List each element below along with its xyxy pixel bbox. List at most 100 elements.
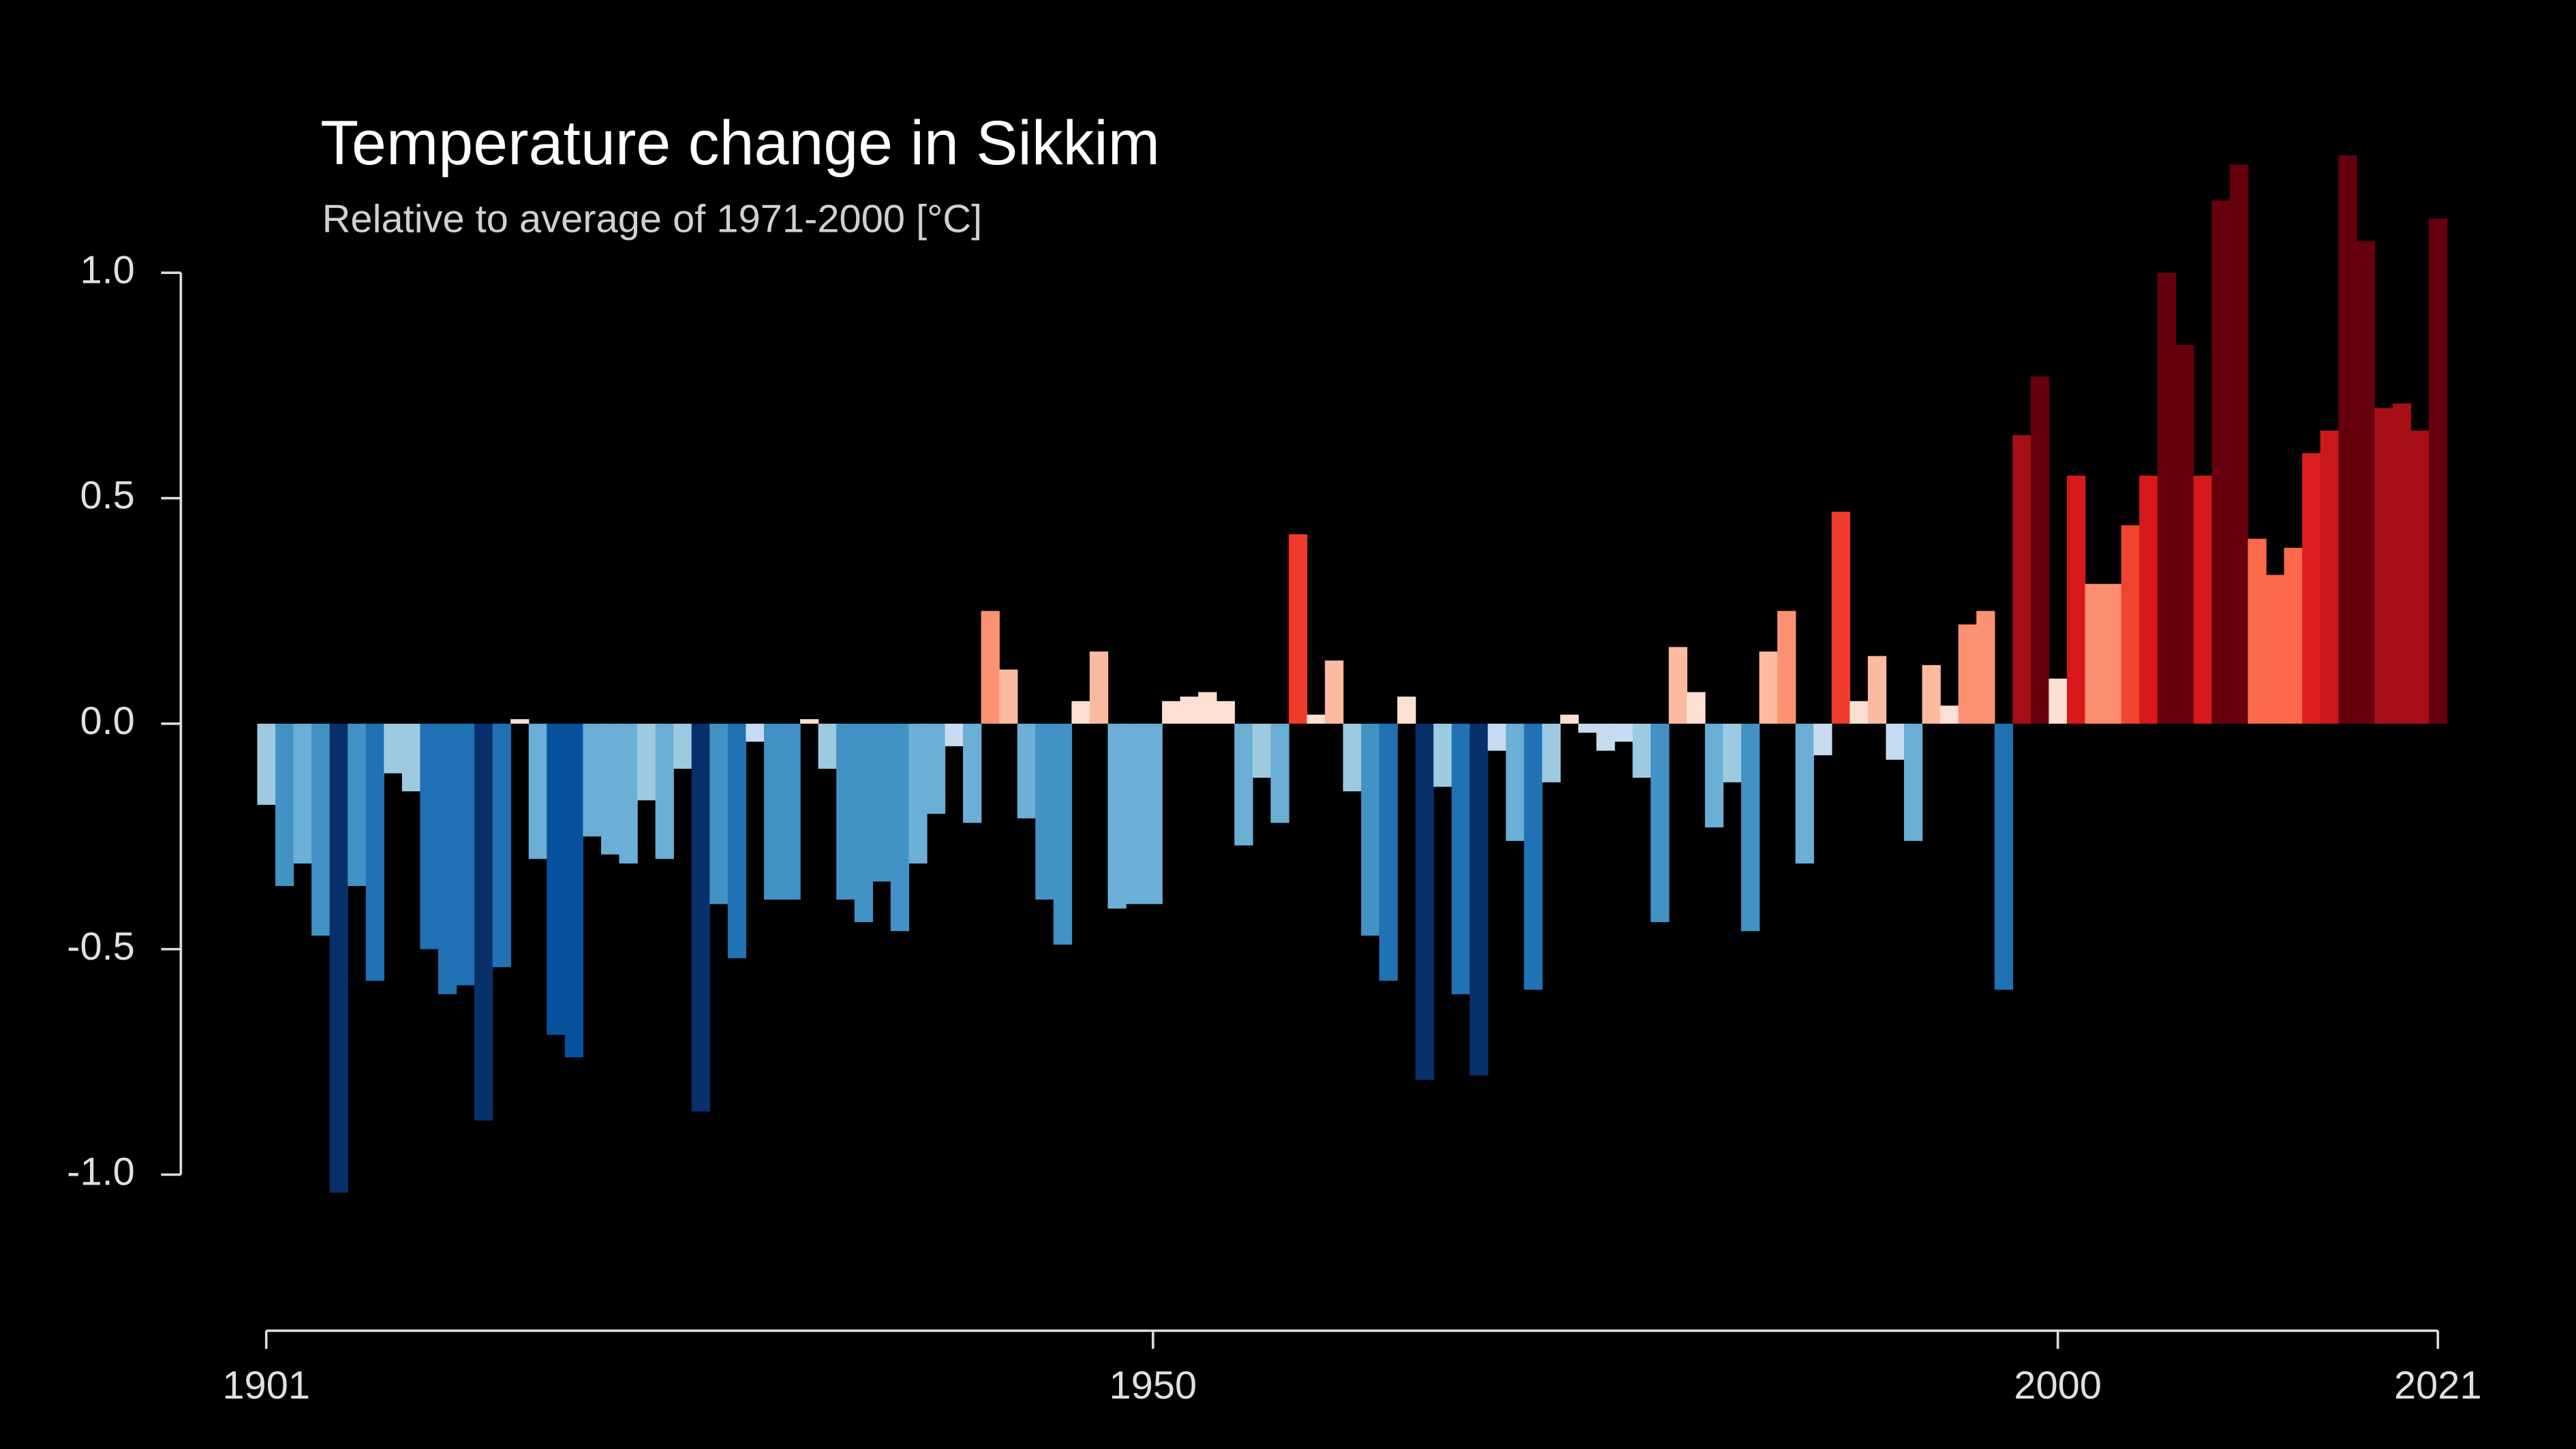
bar <box>1144 723 1163 904</box>
bar <box>1614 723 1634 742</box>
bar <box>1162 701 1181 724</box>
bar <box>1505 723 1525 841</box>
bar <box>420 723 439 949</box>
bar <box>1578 723 1597 733</box>
bar <box>1651 723 1670 922</box>
bar <box>384 723 403 774</box>
bar <box>1452 723 1471 994</box>
bar <box>348 723 367 886</box>
bar <box>1560 714 1579 724</box>
bar <box>1180 697 1199 724</box>
bar <box>1886 723 1905 760</box>
bar <box>1596 723 1615 751</box>
bar <box>1198 692 1217 724</box>
bar <box>1379 723 1398 981</box>
bar <box>2266 575 2285 724</box>
bar <box>1216 701 1236 724</box>
bar <box>293 723 312 864</box>
bar <box>655 723 674 859</box>
y-tick-label: 1.0 <box>80 248 134 292</box>
bar <box>1903 723 1923 841</box>
bar <box>1777 611 1796 724</box>
bar <box>275 723 294 886</box>
bar <box>1542 723 1561 782</box>
bar <box>2284 547 2303 724</box>
bar <box>963 723 982 823</box>
bar <box>709 723 729 904</box>
bar <box>510 719 530 724</box>
bar <box>1759 651 1778 724</box>
y-tick-label: 0.0 <box>80 699 134 743</box>
bar <box>1107 723 1126 909</box>
bar <box>1053 723 1073 945</box>
bar <box>2175 344 2194 724</box>
bar <box>1994 723 2013 990</box>
bar <box>2211 200 2230 724</box>
bar <box>329 723 348 1193</box>
y-tick-label: -0.5 <box>67 925 135 968</box>
y-tick-label: -1.0 <box>67 1150 135 1194</box>
bar <box>1488 723 1507 751</box>
bar <box>945 723 964 746</box>
bar <box>474 723 493 1121</box>
bar <box>1922 665 1941 724</box>
bar <box>1433 723 1452 787</box>
bar <box>854 723 874 922</box>
bar <box>1741 723 1760 932</box>
bar <box>2030 376 2050 724</box>
bar <box>1361 723 1380 936</box>
bar <box>1831 511 1850 724</box>
bar <box>2338 155 2357 724</box>
bar <box>908 723 927 864</box>
bar <box>1397 697 1416 724</box>
bar <box>528 723 548 859</box>
bar <box>547 723 566 1035</box>
bar <box>2248 538 2267 724</box>
bar <box>2302 453 2321 724</box>
bar <box>2066 475 2086 724</box>
bar <box>1704 723 1724 827</box>
bar <box>981 611 1000 724</box>
x-tick-label: 2000 <box>2014 1364 2102 1407</box>
bar <box>1958 624 1977 724</box>
bar <box>1415 723 1435 1080</box>
bar <box>926 723 946 814</box>
bar <box>2157 273 2176 724</box>
chart-title: Temperature change in Sikkim <box>320 108 1160 178</box>
x-tick-label: 1901 <box>222 1364 310 1407</box>
bar <box>637 723 656 801</box>
bar <box>2374 408 2393 724</box>
bar <box>401 723 421 792</box>
bar <box>2320 430 2339 724</box>
bar <box>1813 723 1833 756</box>
bar <box>2121 525 2140 724</box>
bar <box>2085 583 2104 724</box>
bar <box>311 723 331 936</box>
bar <box>1850 701 1869 724</box>
bar <box>2229 164 2249 724</box>
bar <box>564 723 584 1058</box>
bar <box>999 669 1018 724</box>
bar <box>492 723 511 968</box>
y-tick-label: 0.5 <box>80 474 134 517</box>
bar <box>1089 651 1109 724</box>
bar <box>2410 430 2429 724</box>
bar <box>1035 723 1054 900</box>
bar <box>2429 218 2448 724</box>
bar <box>746 723 765 742</box>
bar <box>2392 403 2412 724</box>
bar <box>438 723 457 994</box>
bar <box>1940 705 1959 724</box>
bar <box>2049 678 2068 724</box>
bar <box>1668 647 1687 724</box>
chart-subtitle: Relative to average of 1971-2000 [°C] <box>322 198 983 241</box>
bar <box>257 723 276 805</box>
bar <box>2139 475 2158 724</box>
bar <box>763 723 783 900</box>
bar <box>1252 723 1272 778</box>
x-tick-label: 1950 <box>1109 1364 1197 1407</box>
bar <box>800 719 819 724</box>
bar <box>1469 723 1488 1076</box>
bar <box>619 723 638 864</box>
